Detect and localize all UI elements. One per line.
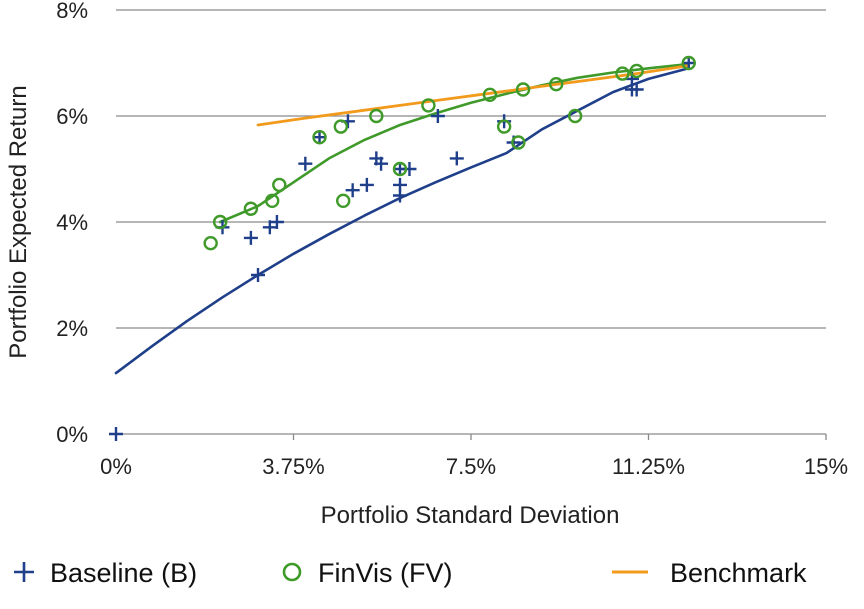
data-points <box>109 55 696 441</box>
legend-plus-icon <box>14 562 34 582</box>
trend-lines <box>114 62 691 375</box>
finvis-point <box>243 201 259 216</box>
finvis-point <box>681 55 696 71</box>
y-tick-label: 4% <box>56 210 88 235</box>
gridlines <box>115 9 827 440</box>
trend-line-1 <box>218 62 690 224</box>
finvis-point <box>615 66 630 81</box>
finvis-point <box>265 193 280 209</box>
finvis-point <box>549 76 564 92</box>
baseline-point <box>251 268 265 282</box>
baseline-point <box>345 183 360 198</box>
legend-label: FinVis (FV) <box>318 558 453 588</box>
x-tick-label: 11.25% <box>612 454 685 479</box>
finvis-point <box>511 135 526 150</box>
baseline-point <box>374 156 389 171</box>
finvis-point <box>312 129 327 145</box>
baseline-point <box>298 156 313 171</box>
baseline-point <box>430 109 445 123</box>
baseline-point <box>312 130 327 145</box>
finvis-point <box>369 108 384 124</box>
baseline-point <box>629 82 644 97</box>
x-tick-label: 0% <box>100 454 132 479</box>
baseline-point <box>109 427 123 441</box>
x-tick-label: 15% <box>804 454 848 479</box>
x-axis-title: Portfolio Standard Deviation <box>321 502 620 529</box>
baseline-point <box>449 151 464 166</box>
finvis-point <box>203 235 218 251</box>
x-tick-label: 7.5% <box>446 454 496 479</box>
finvis-point <box>482 87 498 103</box>
baseline-point <box>243 230 258 245</box>
y-tick-label: 0% <box>56 422 88 447</box>
baseline-point <box>393 188 407 203</box>
finvis-point <box>392 161 408 177</box>
finvis-point <box>421 98 436 113</box>
baseline-point <box>269 215 284 229</box>
legend-label: Baseline (B) <box>50 558 197 588</box>
finvis-point <box>515 82 531 97</box>
y-tick-label: 8% <box>56 0 88 23</box>
y-axis-title: Portfolio Expected Return <box>5 85 32 358</box>
finvis-point <box>272 177 287 193</box>
finvis-point <box>212 214 228 230</box>
baseline-point <box>262 220 277 235</box>
y-tick-label: 6% <box>56 104 88 129</box>
legend-label: Benchmark <box>670 558 807 588</box>
finvis-point <box>567 108 583 124</box>
baseline-point <box>681 56 696 70</box>
y-tick-label: 2% <box>56 316 88 341</box>
baseline-point <box>359 177 374 192</box>
legend: Baseline (B) FinVis (FV) Benchmark <box>14 558 807 588</box>
legend-circle-icon <box>282 562 302 582</box>
finvis-point <box>333 119 349 134</box>
x-tick-label: 3.75% <box>262 454 324 479</box>
finvis-point <box>336 193 351 209</box>
finvis-point <box>496 119 512 134</box>
trend-line-2 <box>256 64 691 127</box>
finvis-point <box>629 63 644 79</box>
tick-labels: 0% 2% 4% 6% 8% 0% 3.75% 7.5% 11.25% 15% <box>56 0 848 479</box>
